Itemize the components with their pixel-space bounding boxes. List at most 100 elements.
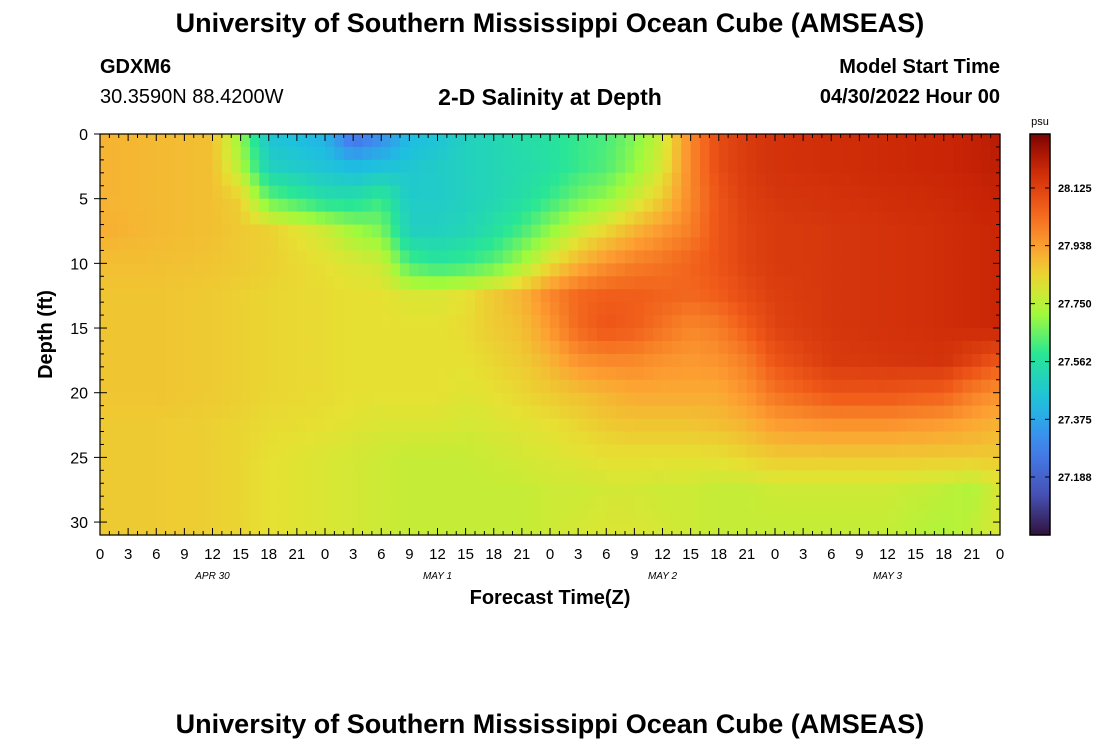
heatmap-cell — [953, 159, 964, 174]
heatmap-cell — [850, 185, 860, 200]
heatmap-cell — [353, 211, 364, 226]
heatmap-cell — [840, 522, 851, 536]
heatmap-cell — [559, 159, 570, 174]
heatmap-cell — [362, 483, 373, 497]
heatmap-cell — [400, 457, 410, 471]
heatmap-cell — [390, 211, 401, 226]
heatmap-cell — [203, 392, 214, 407]
heatmap-cell — [100, 418, 110, 433]
heatmap-cell — [793, 185, 804, 200]
heatmap-cell — [915, 224, 926, 239]
heatmap-cell — [793, 211, 804, 226]
heatmap-cell — [128, 340, 139, 355]
heatmap-cell — [850, 315, 860, 329]
heatmap-cell — [550, 146, 560, 161]
heatmap-cell — [381, 134, 392, 148]
heatmap-cell — [934, 263, 945, 277]
heatmap-cell — [287, 263, 298, 277]
heatmap-cell — [615, 418, 626, 433]
heatmap-cell — [990, 431, 1001, 446]
heatmap-cell — [831, 457, 842, 471]
heatmap-cell — [643, 379, 654, 394]
heatmap-cell — [625, 470, 635, 484]
heatmap-cell — [287, 431, 298, 446]
heatmap-cell — [868, 418, 879, 433]
heatmap-cell — [775, 496, 785, 510]
heatmap-cell — [859, 185, 870, 200]
heatmap-cell — [681, 340, 692, 355]
heatmap-cell — [353, 418, 364, 433]
heatmap-cell — [475, 146, 485, 161]
heatmap-cell — [259, 185, 270, 200]
heatmap-cell — [475, 444, 485, 458]
heatmap-cell — [175, 302, 185, 316]
heatmap-cell — [793, 470, 804, 484]
heatmap-cell — [128, 172, 139, 187]
heatmap-cell — [409, 340, 420, 355]
heatmap-cell — [137, 224, 148, 239]
heatmap-cell — [381, 276, 392, 290]
x-tick-label: 21 — [739, 546, 756, 563]
heatmap-cell — [390, 392, 401, 407]
heatmap-cell — [100, 470, 110, 484]
heatmap-cell — [728, 276, 739, 290]
heatmap-cell — [156, 522, 167, 536]
heatmap-cell — [259, 237, 270, 252]
heatmap-cell — [503, 483, 514, 497]
heatmap-cell — [990, 496, 1001, 510]
heatmap-cell — [662, 353, 673, 368]
heatmap-cell — [934, 172, 945, 187]
heatmap-cell — [512, 328, 523, 342]
heatmap-cell — [850, 198, 860, 213]
heatmap-cell — [100, 392, 110, 407]
heatmap-cell — [906, 496, 917, 510]
heatmap-cell — [315, 328, 326, 342]
heatmap-cell — [156, 509, 167, 523]
heatmap-cell — [212, 470, 223, 484]
heatmap-cell — [353, 198, 364, 213]
heatmap-cell — [521, 289, 532, 303]
heatmap-cell — [165, 276, 176, 290]
heatmap-cell — [287, 146, 298, 161]
heatmap-cell — [493, 263, 504, 277]
heatmap-cell — [634, 457, 645, 471]
heatmap-cell — [203, 405, 214, 420]
heatmap-cell — [765, 159, 776, 174]
heatmap-cell — [990, 392, 1001, 407]
heatmap-cell — [728, 315, 739, 329]
heatmap-cell — [484, 379, 495, 394]
heatmap-cell — [718, 509, 729, 523]
heatmap-cell — [775, 172, 785, 187]
heatmap-cell — [446, 198, 457, 213]
heatmap-cell — [250, 470, 260, 484]
heatmap-cell — [240, 198, 251, 213]
heatmap-cell — [971, 353, 982, 368]
heatmap-cell — [700, 444, 710, 458]
heatmap-cell — [203, 315, 214, 329]
heatmap-cell — [615, 340, 626, 355]
x-tick-label: 15 — [457, 546, 474, 563]
heatmap-cell — [831, 237, 842, 252]
x-tick-label: 15 — [682, 546, 699, 563]
heatmap-cell — [662, 315, 673, 329]
heatmap-cell — [896, 315, 907, 329]
heatmap-cell — [990, 470, 1001, 484]
heatmap-cell — [521, 211, 532, 226]
heatmap-cell — [821, 159, 832, 174]
heatmap-cell — [981, 418, 992, 433]
heatmap-cell — [784, 185, 795, 200]
heatmap-cell — [700, 328, 710, 342]
heatmap-cell — [512, 444, 523, 458]
heatmap-cell — [606, 431, 617, 446]
heatmap-cell — [709, 289, 720, 303]
heatmap-cell — [728, 483, 739, 497]
heatmap-cell — [793, 431, 804, 446]
heatmap-cell — [334, 392, 345, 407]
heatmap-cell — [587, 224, 598, 239]
heatmap-cell — [493, 457, 504, 471]
heatmap-cell — [587, 470, 598, 484]
heatmap-cell — [596, 198, 607, 213]
heatmap-cell — [690, 379, 701, 394]
heatmap-cell — [306, 496, 317, 510]
heatmap-cell — [128, 134, 139, 148]
